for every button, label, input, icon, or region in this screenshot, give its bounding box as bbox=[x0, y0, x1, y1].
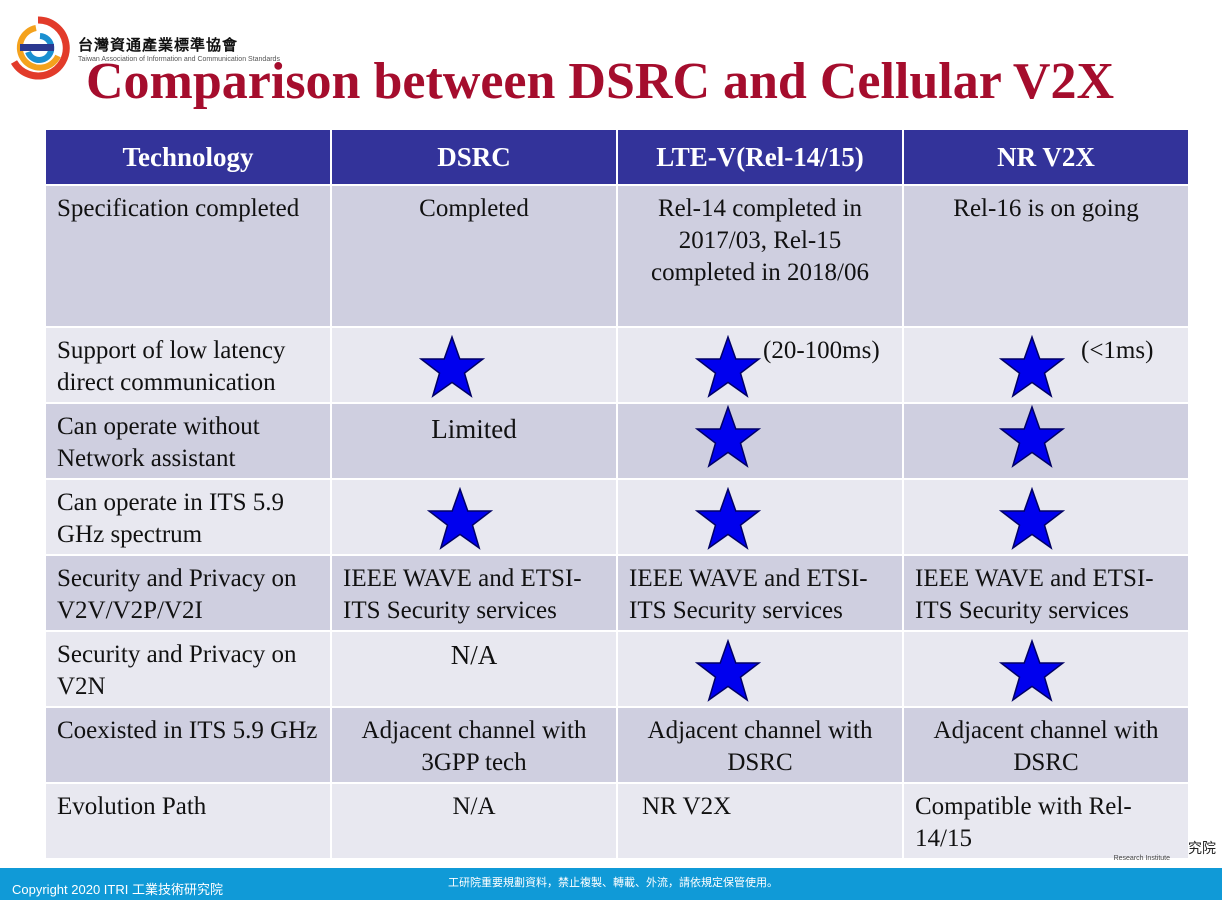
latency-note: (<1ms) bbox=[1081, 337, 1154, 364]
comparison-table: Technology DSRC LTE-V(Rel-14/15) NR V2X … bbox=[44, 128, 1190, 860]
background-logo-subtext: Research Institute bbox=[1113, 855, 1170, 862]
star-icon bbox=[419, 335, 485, 398]
dsrc-cell: N/A bbox=[330, 630, 618, 708]
column-header: NR V2X bbox=[902, 128, 1190, 186]
slide-title: Comparison between DSRC and Cellular V2X bbox=[86, 53, 1115, 110]
table-row: Can operate without Network assistant Li… bbox=[44, 402, 1190, 480]
star-icon bbox=[427, 487, 493, 550]
star-icon bbox=[999, 335, 1065, 398]
org-name: 台灣資通產業標準協會 bbox=[78, 36, 239, 54]
table-header-row: Technology DSRC LTE-V(Rel-14/15) NR V2X bbox=[44, 128, 1190, 186]
ltev-cell bbox=[616, 630, 904, 708]
table-row: Can operate in ITS 5.9 GHz spectrum bbox=[44, 478, 1190, 556]
row-label: Support of low latency direct communicat… bbox=[44, 326, 332, 404]
column-header: DSRC bbox=[330, 128, 618, 186]
table-row: Security and Privacy on V2N N/A bbox=[44, 630, 1190, 708]
table-row: Coexisted in ITS 5.9 GHz Adjacent channe… bbox=[44, 706, 1190, 784]
dsrc-cell: N/A bbox=[330, 782, 618, 860]
dsrc-cell: Limited bbox=[330, 402, 618, 480]
row-label: Specification completed bbox=[44, 184, 332, 328]
tais-logo-icon bbox=[10, 16, 70, 80]
dsrc-cell bbox=[330, 478, 618, 556]
dsrc-cell: IEEE WAVE and ETSI-ITS Security services bbox=[330, 554, 618, 632]
ltev-cell: NR V2X bbox=[616, 782, 904, 860]
background-logo-text: 究院 bbox=[1188, 841, 1216, 857]
row-label: Can operate in ITS 5.9 GHz spectrum bbox=[44, 478, 332, 556]
column-header: Technology bbox=[44, 128, 332, 186]
copyright-text: Copyright 2020 ITRI 工業技術研究院 bbox=[12, 882, 223, 897]
nr-cell: IEEE WAVE and ETSI-ITS Security services bbox=[902, 554, 1190, 632]
ltev-cell: Rel-14 completed in 2017/03, Rel-15 comp… bbox=[616, 184, 904, 328]
star-icon bbox=[695, 639, 761, 702]
nr-cell: (<1ms) bbox=[902, 326, 1190, 404]
dsrc-cell: Adjacent channel with 3GPP tech bbox=[330, 706, 618, 784]
nr-cell: Adjacent channel with DSRC bbox=[902, 706, 1190, 784]
row-label: Security and Privacy on V2V/V2P/V2I bbox=[44, 554, 332, 632]
dsrc-cell bbox=[330, 326, 618, 404]
star-icon bbox=[999, 639, 1065, 702]
row-label: Security and Privacy on V2N bbox=[44, 630, 332, 708]
ltev-cell bbox=[616, 402, 904, 480]
row-label: Coexisted in ITS 5.9 GHz bbox=[44, 706, 332, 784]
table-row: Security and Privacy on V2V/V2P/V2I IEEE… bbox=[44, 554, 1190, 632]
footer-bar: Copyright 2020 ITRI 工業技術研究院 工研院重要規劃資料，禁止… bbox=[0, 868, 1222, 900]
nr-cell: Compatible with Rel-14/15 bbox=[902, 782, 1190, 860]
row-label: Evolution Path bbox=[44, 782, 332, 860]
ltev-cell: (20-100ms) bbox=[616, 326, 904, 404]
nr-cell bbox=[902, 402, 1190, 480]
ltev-cell: IEEE WAVE and ETSI-ITS Security services bbox=[616, 554, 904, 632]
table-row: Evolution Path N/A NR V2X Compatible wit… bbox=[44, 782, 1190, 860]
dsrc-cell: Completed bbox=[330, 184, 618, 328]
ltev-cell bbox=[616, 478, 904, 556]
star-icon bbox=[695, 487, 761, 550]
latency-note: (20-100ms) bbox=[763, 337, 880, 364]
table-row: Support of low latency direct communicat… bbox=[44, 326, 1190, 404]
star-icon bbox=[999, 487, 1065, 550]
org-subtitle: Taiwan Association of Information and Co… bbox=[78, 56, 280, 63]
column-header: LTE-V(Rel-14/15) bbox=[616, 128, 904, 186]
confidential-notice: 工研院重要規劃資料，禁止複製、轉載、外流，請依規定保管使用。 bbox=[448, 876, 778, 889]
nr-cell: Rel-16 is on going bbox=[902, 184, 1190, 328]
star-icon bbox=[999, 405, 1065, 468]
nr-cell bbox=[902, 630, 1190, 708]
row-label: Can operate without Network assistant bbox=[44, 402, 332, 480]
table-row: Specification completed Completed Rel-14… bbox=[44, 184, 1190, 328]
star-icon bbox=[695, 405, 761, 468]
nr-cell bbox=[902, 478, 1190, 556]
ltev-cell: Adjacent channel with DSRC bbox=[616, 706, 904, 784]
star-icon bbox=[695, 335, 761, 398]
